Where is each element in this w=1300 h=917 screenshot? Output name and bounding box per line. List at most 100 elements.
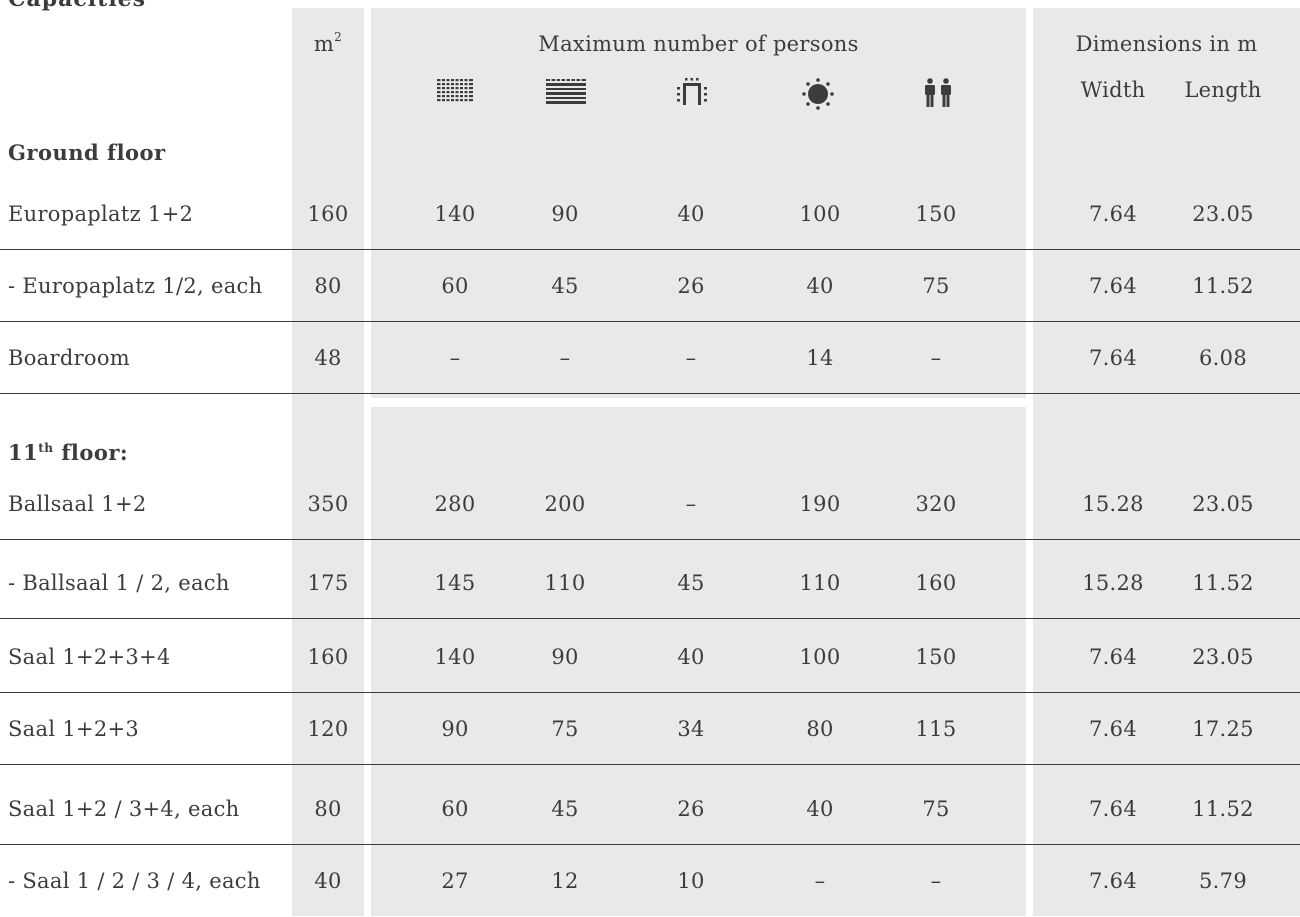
u-shape-seating-icon: [677, 78, 707, 106]
cell-c2: –: [559, 346, 571, 370]
max-persons-header: Maximum number of persons: [538, 32, 859, 56]
cell-c2: 90: [551, 645, 579, 669]
reception-standing-icon: [923, 78, 953, 108]
section-ground-floor: Ground floor: [8, 140, 166, 165]
cell-name: Saal 1+2+3: [8, 717, 140, 741]
cell-c4: 190: [799, 492, 841, 516]
cell-c5: 150: [915, 645, 957, 669]
cell-c4: 100: [799, 202, 841, 226]
cell-name: Saal 1+2 / 3+4, each: [8, 797, 240, 821]
cell-c3: 34: [677, 717, 705, 741]
table-row: Ballsaal 1+2 350 280 200 – 190 320 15.28 23.05: [0, 468, 1300, 540]
capacity-column-shading-bottom: [371, 407, 1026, 916]
cell-c3: 40: [677, 645, 705, 669]
theatre-seating-icon: [437, 78, 473, 106]
cell-c5: 320: [915, 492, 957, 516]
row-divider: [0, 321, 1300, 322]
row-divider: [0, 692, 1300, 693]
area-header: m2: [298, 30, 358, 56]
cell-name: - Saal 1 / 2 / 3 / 4, each: [8, 869, 261, 893]
cell-width: 7.64: [1089, 274, 1137, 298]
cell-c1: 280: [434, 492, 476, 516]
cell-c3: –: [685, 346, 697, 370]
cell-width: 7.64: [1089, 645, 1137, 669]
cell-c1: 60: [441, 797, 469, 821]
cell-c5: –: [930, 346, 942, 370]
row-divider: [0, 393, 1300, 394]
cell-width: 7.64: [1089, 797, 1137, 821]
floor-label: floor:: [53, 440, 129, 465]
dimensions-header: Dimensions in m: [1075, 32, 1258, 56]
cell-c2: 90: [551, 202, 579, 226]
table-row: Europaplatz 1+2 160 140 90 40 100 150 7.64 23.05: [0, 178, 1300, 250]
cell-c4: 14: [806, 346, 834, 370]
cell-c3: 26: [677, 797, 705, 821]
cell-c2: 200: [544, 492, 586, 516]
cell-m2: 80: [314, 797, 342, 821]
cell-m2: 48: [314, 346, 342, 370]
cell-c5: 75: [922, 797, 950, 821]
cell-c5: 160: [915, 571, 957, 595]
cell-c1: 60: [441, 274, 469, 298]
cell-c4: –: [814, 869, 826, 893]
cell-length: 23.05: [1192, 202, 1254, 226]
cell-length: 11.52: [1192, 797, 1254, 821]
cell-m2: 80: [314, 274, 342, 298]
capacity-column-shading-top: [371, 8, 1026, 398]
cell-name: - Ballsaal 1 / 2, each: [8, 571, 230, 595]
cell-name: - Europaplatz 1/2, each: [8, 274, 263, 298]
cell-name: Europaplatz 1+2: [8, 202, 194, 226]
cell-width: 7.64: [1089, 869, 1137, 893]
cell-width: 15.28: [1082, 492, 1144, 516]
cell-m2: 40: [314, 869, 342, 893]
cell-length: 23.05: [1192, 492, 1254, 516]
table-row: - Europaplatz 1/2, each 80 60 45 26 40 75 7.64 1…: [0, 250, 1300, 322]
classroom-seating-icon: [546, 78, 586, 106]
cell-width: 7.64: [1089, 346, 1137, 370]
row-divider: [0, 249, 1300, 250]
table-row: Saal 1+2+3 120 90 75 34 80 115 7.64 17.25: [0, 693, 1300, 765]
page-title: Capacities: [8, 0, 146, 12]
cell-width: 7.64: [1089, 202, 1137, 226]
cell-c5: 115: [915, 717, 957, 741]
cell-c1: 140: [434, 645, 476, 669]
row-divider: [0, 539, 1300, 540]
cell-c4: 40: [806, 797, 834, 821]
cell-c1: 90: [441, 717, 469, 741]
row-divider: [0, 764, 1300, 765]
cell-length: 17.25: [1192, 717, 1254, 741]
cell-c4: 80: [806, 717, 834, 741]
cell-c5: 75: [922, 274, 950, 298]
cell-c1: –: [449, 346, 461, 370]
cell-c3: –: [685, 492, 697, 516]
floor-ordinal-suffix: th: [38, 441, 54, 455]
cell-c1: 27: [441, 869, 469, 893]
cell-length: 23.05: [1192, 645, 1254, 669]
section-eleventh-floor: 11th floor:: [8, 440, 128, 465]
cell-c2: 110: [544, 571, 586, 595]
cell-m2: 350: [307, 492, 349, 516]
table-row: Saal 1+2 / 3+4, each 80 60 45 26 40 75 7.64 11.5…: [0, 773, 1300, 845]
cell-c4: 40: [806, 274, 834, 298]
cell-name: Saal 1+2+3+4: [8, 645, 171, 669]
cell-c1: 140: [434, 202, 476, 226]
cell-length: 11.52: [1192, 571, 1254, 595]
width-header: Width: [1080, 78, 1146, 102]
cell-c4: 100: [799, 645, 841, 669]
table-row: Boardroom 48 – – – 14 – 7.64 6.08: [0, 322, 1300, 394]
table-row: Saal 1+2+3+4 160 140 90 40 100 150 7.64 23.05: [0, 621, 1300, 693]
cell-c4: 110: [799, 571, 841, 595]
cell-c2: 75: [551, 717, 579, 741]
area-header-label: m: [313, 32, 335, 56]
cell-c2: 45: [551, 274, 579, 298]
row-divider: [0, 618, 1300, 619]
table-row: - Saal 1 / 2 / 3 / 4, each 40 27 12 10 – – 7.64…: [0, 845, 1300, 917]
cell-c3: 26: [677, 274, 705, 298]
cell-c3: 10: [677, 869, 705, 893]
cell-c2: 45: [551, 797, 579, 821]
cell-length: 6.08: [1199, 346, 1247, 370]
cell-length: 5.79: [1199, 869, 1247, 893]
floor-number: 11: [8, 440, 39, 465]
cell-c3: 40: [677, 202, 705, 226]
length-header: Length: [1184, 78, 1262, 102]
